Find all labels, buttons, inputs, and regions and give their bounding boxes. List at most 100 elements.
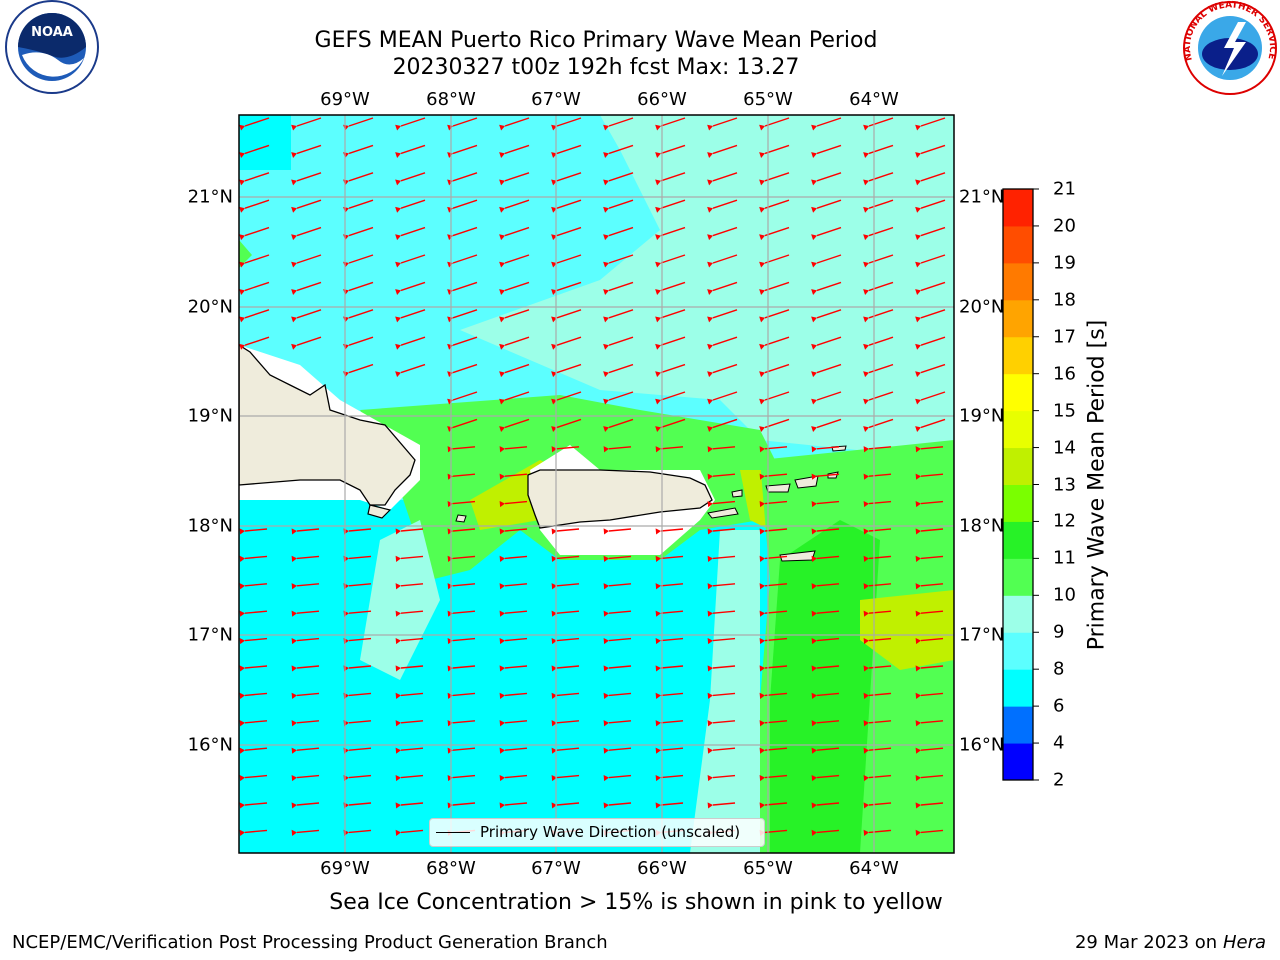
direction-arrow — [811, 802, 840, 809]
direction-arrow — [551, 774, 580, 782]
direction-arrow — [499, 610, 528, 617]
direction-arrow — [447, 473, 476, 480]
direction-arrow — [603, 692, 632, 699]
direction-arrow — [603, 309, 634, 323]
direction-arrow — [811, 336, 842, 350]
colorbar-label: Primary Wave Mean Period [s] — [1084, 319, 1110, 651]
direction-arrow — [863, 281, 894, 295]
direction-arrow — [499, 802, 528, 809]
bot-lon-label: 66°W — [637, 858, 687, 879]
direction-arrow — [603, 802, 632, 809]
colorbar-segment — [1003, 225, 1033, 264]
direction-arrow — [811, 391, 842, 405]
puerto-rico-landmass — [527, 469, 713, 529]
colorbar-segment — [1003, 706, 1033, 744]
direction-arrow — [291, 309, 322, 323]
direction-arrow — [655, 117, 686, 131]
direction-arrow — [915, 391, 946, 405]
direction-arrow — [759, 555, 788, 562]
top-lon-label: 67°W — [531, 89, 581, 110]
footer-date: 29 Mar 2023 on Hera — [1074, 932, 1266, 953]
direction-arrow — [499, 336, 530, 350]
direction-arrow — [915, 774, 944, 782]
direction-arrow — [811, 144, 842, 158]
culebra — [731, 489, 743, 498]
direction-arrow — [603, 637, 632, 645]
direction-arrow — [447, 802, 476, 809]
direction-arrow — [811, 226, 842, 241]
direction-arrow — [239, 610, 268, 617]
direction-arrow — [603, 281, 634, 295]
direction-arrow — [915, 446, 944, 453]
direction-arrow — [915, 473, 944, 480]
direction-arrow — [811, 309, 842, 323]
colorbar-tick-label: 4 — [1053, 732, 1065, 754]
direction-arrow — [395, 829, 424, 836]
direction-arrow — [707, 774, 736, 782]
direction-arrow — [759, 610, 788, 617]
direction-arrow — [863, 829, 892, 836]
ocean-corner-patch — [239, 115, 291, 170]
direction-arrow — [915, 720, 944, 727]
direction-arrow — [239, 692, 268, 699]
top-lon-label: 65°W — [743, 89, 793, 110]
colorbar-tick-label: 6 — [1053, 695, 1065, 717]
direction-arrow — [759, 446, 788, 453]
colorbar — [1002, 188, 1039, 781]
top-lon-label: 69°W — [320, 89, 370, 110]
direction-arrow — [759, 336, 790, 350]
direction-arrow — [863, 336, 894, 350]
direction-arrow — [655, 720, 684, 727]
direction-arrow — [447, 665, 476, 672]
direction-arrow — [707, 555, 736, 562]
direction-arrow — [707, 309, 738, 323]
map-legend: Primary Wave Direction (unscaled) — [429, 818, 765, 847]
direction-arrow — [811, 500, 840, 508]
direction-arrow — [759, 692, 788, 699]
direction-arrow — [551, 802, 580, 809]
direction-arrow — [239, 199, 270, 213]
colorbar-segment — [1003, 484, 1033, 522]
direction-arrow — [655, 583, 684, 590]
direction-arrow — [655, 226, 686, 241]
map-frame — [238, 114, 955, 854]
direction-arrow — [863, 720, 892, 727]
legend-line-swatch — [436, 832, 470, 833]
direction-arrow — [863, 309, 894, 323]
direction-arrow — [551, 555, 580, 562]
direction-arrow — [395, 226, 426, 241]
direction-arrow — [447, 583, 476, 590]
direction-arrow — [655, 774, 684, 782]
direction-arrow — [603, 583, 632, 590]
direction-arrow — [707, 199, 738, 213]
direction-arrow — [811, 199, 842, 213]
direction-arrow — [395, 528, 424, 535]
direction-arrow — [447, 637, 476, 645]
direction-arrow — [863, 254, 894, 268]
direction-arrow — [915, 254, 946, 268]
direction-arrow — [655, 336, 686, 350]
direction-arrow — [603, 446, 632, 453]
direction-arrow — [291, 774, 320, 782]
direction-arrow — [707, 720, 736, 727]
direction-arrow — [603, 610, 632, 617]
colorbar-tick-label: 2 — [1053, 769, 1065, 791]
direction-arrow — [239, 829, 268, 836]
direction-arrow — [759, 281, 790, 295]
colorbar-tick-label: 21 — [1053, 178, 1076, 200]
direction-arrow — [863, 117, 894, 131]
noaa-logo-text: NOAA — [31, 25, 73, 40]
direction-arrow — [447, 774, 476, 782]
direction-arrow — [395, 172, 426, 186]
direction-arrow — [811, 555, 840, 562]
direction-arrow — [395, 747, 424, 754]
bot-lon-label: 68°W — [426, 858, 476, 879]
colorbar-tick-label: 12 — [1053, 510, 1076, 532]
direction-arrow — [915, 528, 944, 535]
direction-arrow — [291, 610, 320, 617]
direction-arrow — [291, 665, 320, 672]
direction-arrow — [759, 254, 790, 268]
colorbar-segment — [1003, 669, 1033, 707]
direction-arrow — [239, 117, 270, 131]
